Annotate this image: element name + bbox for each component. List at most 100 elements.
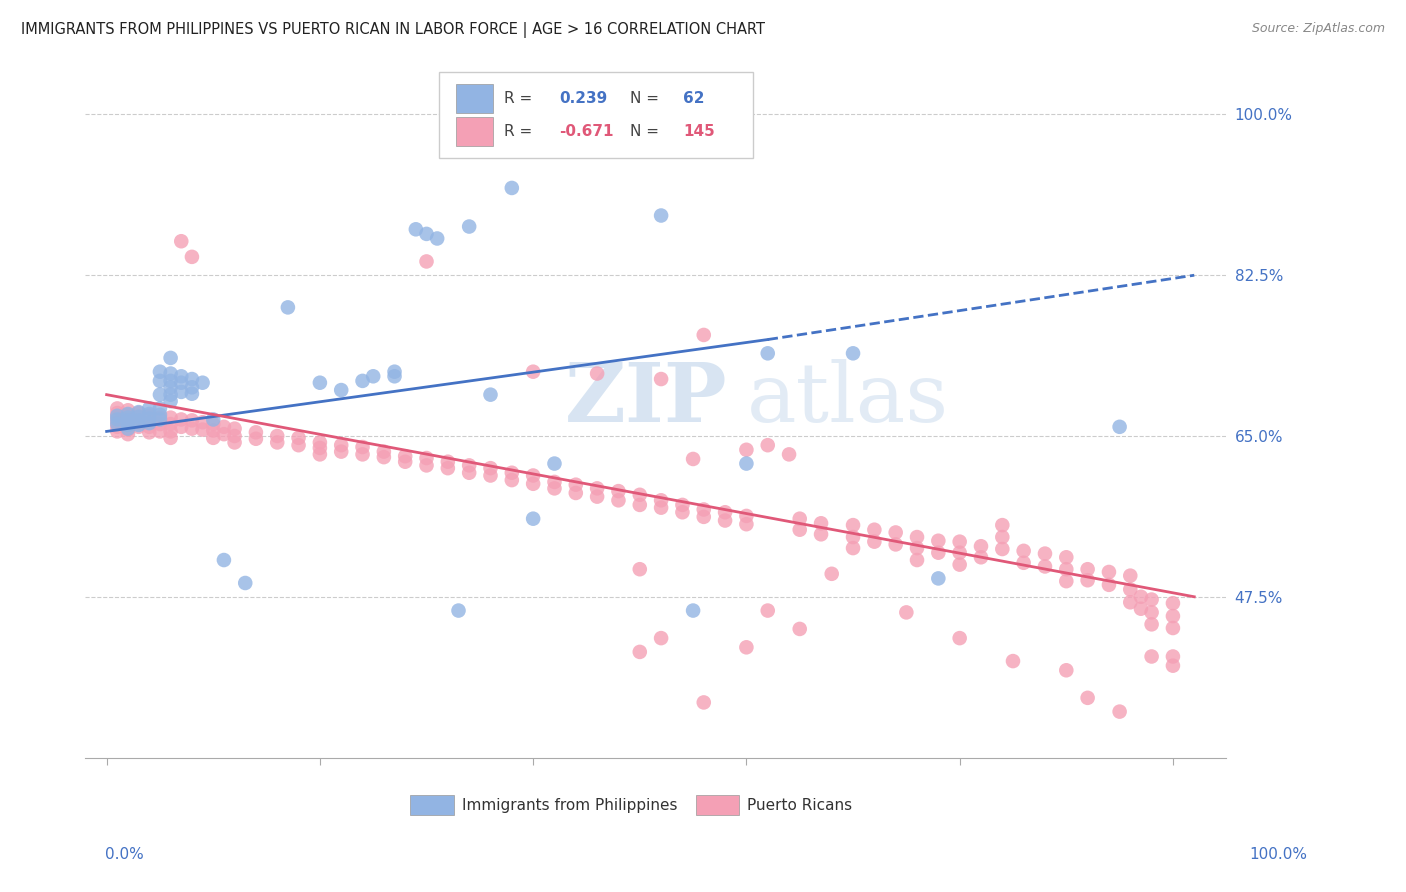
Point xyxy=(650,500,672,515)
Point xyxy=(735,640,758,655)
Point xyxy=(586,490,609,504)
Point xyxy=(309,447,332,461)
Point xyxy=(191,376,214,390)
Point xyxy=(170,384,193,399)
Point xyxy=(117,417,139,432)
Point xyxy=(671,498,693,512)
Point xyxy=(170,376,193,390)
Point xyxy=(384,365,406,379)
Point xyxy=(682,452,704,467)
Point xyxy=(138,416,160,430)
Point xyxy=(181,413,204,427)
Point xyxy=(138,425,160,440)
Point xyxy=(117,427,139,442)
Point xyxy=(586,367,609,381)
Point xyxy=(128,410,150,425)
Point xyxy=(149,365,172,379)
Point xyxy=(394,455,416,469)
Point xyxy=(361,369,384,384)
Point xyxy=(191,423,214,437)
Point xyxy=(778,447,800,461)
Point xyxy=(128,415,150,429)
Point xyxy=(437,461,460,475)
Point xyxy=(586,482,609,496)
Point xyxy=(842,518,865,533)
Point xyxy=(1054,550,1077,565)
Point xyxy=(905,541,928,555)
Point xyxy=(1054,663,1077,677)
Point xyxy=(735,442,758,457)
Point xyxy=(447,603,470,617)
Point xyxy=(1033,559,1056,574)
Point xyxy=(1140,617,1163,632)
Point xyxy=(949,534,972,549)
Point xyxy=(117,422,139,436)
Point xyxy=(159,417,181,431)
Point xyxy=(105,415,128,429)
Point xyxy=(149,417,172,431)
Point xyxy=(149,425,172,439)
Text: 0.239: 0.239 xyxy=(558,91,607,106)
Point xyxy=(1012,544,1035,558)
Point xyxy=(212,427,235,442)
Point xyxy=(159,380,181,394)
Point xyxy=(309,435,332,450)
Point xyxy=(949,546,972,560)
Text: ZIP: ZIP xyxy=(564,359,727,439)
Point xyxy=(501,466,523,480)
Point xyxy=(202,417,225,431)
Point xyxy=(373,444,395,458)
Text: 100.0%: 100.0% xyxy=(1250,847,1308,863)
Point xyxy=(650,631,672,645)
Point xyxy=(352,374,374,388)
Point xyxy=(138,407,160,421)
Point xyxy=(896,606,918,620)
Point xyxy=(522,476,544,491)
Point xyxy=(415,451,437,466)
Point xyxy=(522,365,544,379)
Point xyxy=(159,431,181,445)
Point xyxy=(117,403,139,417)
Point xyxy=(149,410,172,425)
Point xyxy=(628,488,651,502)
Point xyxy=(991,530,1014,544)
Point xyxy=(117,410,139,425)
Point xyxy=(105,406,128,420)
Point xyxy=(650,372,672,386)
Point xyxy=(394,449,416,463)
Point xyxy=(212,419,235,434)
Point xyxy=(756,438,779,452)
Point xyxy=(224,429,246,443)
Point xyxy=(565,477,588,491)
Text: R =: R = xyxy=(503,91,537,106)
Point xyxy=(565,486,588,500)
Point xyxy=(756,346,779,360)
Point xyxy=(202,412,225,426)
Point xyxy=(117,407,139,421)
Point xyxy=(628,645,651,659)
Point xyxy=(309,441,332,455)
Point xyxy=(117,423,139,437)
Point xyxy=(426,231,449,245)
FancyBboxPatch shape xyxy=(696,796,740,814)
Point xyxy=(970,550,993,565)
Point xyxy=(159,367,181,381)
Point xyxy=(789,622,811,636)
Point xyxy=(927,571,949,585)
Point xyxy=(1077,690,1099,705)
Point xyxy=(1161,621,1184,635)
Point xyxy=(330,444,353,458)
Point xyxy=(266,429,288,443)
Point xyxy=(991,541,1014,556)
Point xyxy=(159,425,181,439)
Point xyxy=(224,422,246,436)
Point xyxy=(682,603,704,617)
Point xyxy=(884,537,907,551)
Point xyxy=(159,394,181,409)
Point xyxy=(1161,596,1184,610)
Point xyxy=(949,558,972,572)
Point xyxy=(128,406,150,420)
Text: 0.0%: 0.0% xyxy=(105,847,145,863)
Point xyxy=(330,383,353,397)
Point xyxy=(479,468,502,483)
